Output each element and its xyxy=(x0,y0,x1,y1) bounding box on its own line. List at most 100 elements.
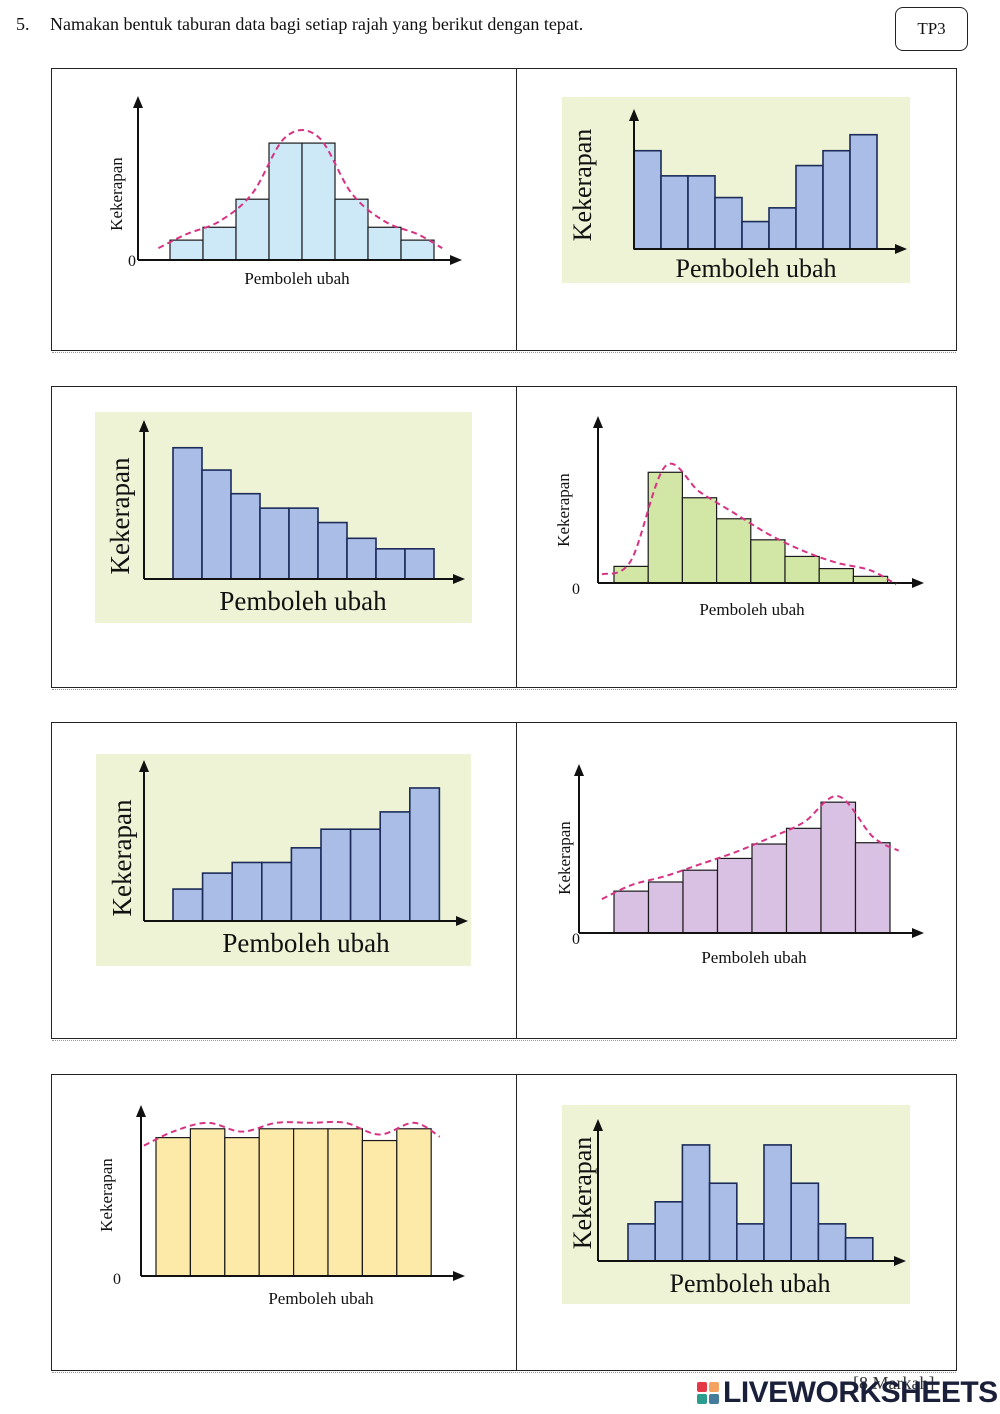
logo-tile xyxy=(709,1394,719,1404)
histogram-bar xyxy=(201,469,232,580)
histogram-bar xyxy=(820,801,857,934)
histogram-bar xyxy=(235,198,270,261)
origin-label: 0 xyxy=(128,253,136,270)
histogram-bar xyxy=(290,847,322,922)
row-shadow xyxy=(52,1038,956,1041)
histogram-bar xyxy=(682,869,719,934)
x-axis-label: Pemboleh ubah xyxy=(268,1289,374,1308)
logo-tiles-icon xyxy=(697,1382,719,1404)
histogram-bar xyxy=(660,175,689,250)
y-axis-label: Kekerapan xyxy=(555,821,574,895)
liveworksheets-logo: LIVEWORKSHEETS xyxy=(697,1376,998,1410)
histogram-bar xyxy=(189,1128,226,1277)
y-axis-label: Kekerapan xyxy=(107,157,126,231)
histogram-bar xyxy=(751,843,788,934)
histogram-bar xyxy=(654,1201,684,1262)
chart-row-1 xyxy=(51,68,957,353)
y-axis-arrow-icon xyxy=(629,109,639,121)
histogram-bar xyxy=(849,133,878,250)
x-axis-arrow-icon xyxy=(456,916,468,926)
histogram-decreasing: Pemboleh ubah Kekerapan xyxy=(95,412,472,623)
histogram-bar xyxy=(741,220,770,250)
histogram-bar xyxy=(768,207,797,250)
x-axis-label: Pemboleh ubah xyxy=(244,269,350,288)
distribution-curve xyxy=(601,795,900,901)
level-badge: TP3 xyxy=(895,7,968,51)
logo-text: LIVEWORKSHEETS xyxy=(723,1376,998,1409)
x-axis-label: Pemboleh ubah xyxy=(675,254,836,283)
histogram-bar xyxy=(716,857,753,934)
cell-divider xyxy=(516,387,517,687)
x-axis-arrow-icon xyxy=(453,1271,465,1281)
distribution-curve xyxy=(158,129,443,250)
x-axis-label: Pemboleh ubah xyxy=(701,948,807,967)
histogram-bar xyxy=(396,1128,432,1277)
distribution-curve xyxy=(601,462,897,586)
y-axis-arrow-icon xyxy=(139,420,149,432)
x-axis-label: Pemboleh ubah xyxy=(219,586,387,616)
histogram-bar xyxy=(169,239,204,261)
y-axis-label: Kekerapan xyxy=(105,457,135,574)
histogram-bar xyxy=(681,1144,711,1262)
histogram-right-skewed: Pemboleh ubah Kekerapan 0 xyxy=(554,416,924,619)
histogram-bar xyxy=(795,164,824,250)
x-axis-arrow-icon xyxy=(895,244,907,254)
histogram-bar xyxy=(790,1182,820,1262)
histogram-bar xyxy=(763,1144,793,1262)
histogram-bar xyxy=(293,1128,329,1277)
histogram-bimodal-u: Pemboleh ubah Kekerapan xyxy=(562,97,910,283)
y-axis-arrow-icon xyxy=(574,764,584,776)
histogram-bar xyxy=(404,548,435,580)
histogram-bar xyxy=(155,1137,192,1277)
x-axis-label: Pemboleh ubah xyxy=(222,928,390,958)
histogram-bar xyxy=(259,507,290,580)
x-axis-label: Pemboleh ubah xyxy=(699,600,805,619)
histogram-bar xyxy=(288,507,319,580)
histogram-bar xyxy=(708,1182,738,1262)
chart-row-4 xyxy=(51,1074,957,1373)
histogram-bar xyxy=(714,196,743,250)
y-axis-arrow-icon xyxy=(139,760,149,772)
x-axis-label: Pemboleh ubah xyxy=(669,1269,830,1298)
histogram-bar xyxy=(716,518,752,584)
origin-label: 0 xyxy=(113,1271,121,1288)
histogram-bar xyxy=(231,861,263,922)
chart-row-2 xyxy=(51,386,957,690)
origin-label: 0 xyxy=(572,931,580,948)
histogram-bar xyxy=(172,888,204,922)
x-axis-arrow-icon xyxy=(453,574,465,584)
histogram-bar xyxy=(320,828,352,922)
y-axis-arrow-icon xyxy=(133,96,143,108)
histogram-bar xyxy=(334,198,369,261)
origin-label: 0 xyxy=(572,581,580,598)
row-shadow xyxy=(52,350,956,353)
x-axis-arrow-icon xyxy=(912,928,924,938)
histogram-bimodal: Pemboleh ubah Kekerapan xyxy=(562,1105,910,1304)
histogram-bar xyxy=(681,497,718,584)
histogram-bar xyxy=(361,1139,398,1277)
row-shadow xyxy=(52,687,956,690)
histogram-bar xyxy=(854,842,891,934)
histogram-bar xyxy=(172,446,203,580)
x-axis-arrow-icon xyxy=(912,578,924,588)
histogram-bar xyxy=(822,149,851,250)
histogram-bar xyxy=(349,828,382,922)
histogram-bar xyxy=(818,568,855,584)
logo-tile xyxy=(697,1394,707,1404)
y-axis-label: Kekerapan xyxy=(568,129,597,242)
cell-divider xyxy=(516,1075,517,1370)
histogram-bar xyxy=(346,537,377,580)
histogram-bar xyxy=(258,1128,295,1277)
histogram-bar xyxy=(736,1223,765,1262)
histogram-bar xyxy=(613,565,649,584)
histogram-bar xyxy=(627,1223,657,1262)
y-axis-label: Kekerapan xyxy=(97,1158,116,1232)
question-text: Namakan bentuk taburan data bagi setiap … xyxy=(50,14,584,34)
histogram-bar xyxy=(400,239,435,261)
histogram-bar xyxy=(844,1236,874,1262)
histogram-bar xyxy=(230,492,261,580)
distribution-curve xyxy=(143,1120,441,1147)
histogram-bar xyxy=(408,787,441,922)
histogram-bar xyxy=(202,226,237,261)
y-axis-arrow-icon xyxy=(136,1105,146,1117)
